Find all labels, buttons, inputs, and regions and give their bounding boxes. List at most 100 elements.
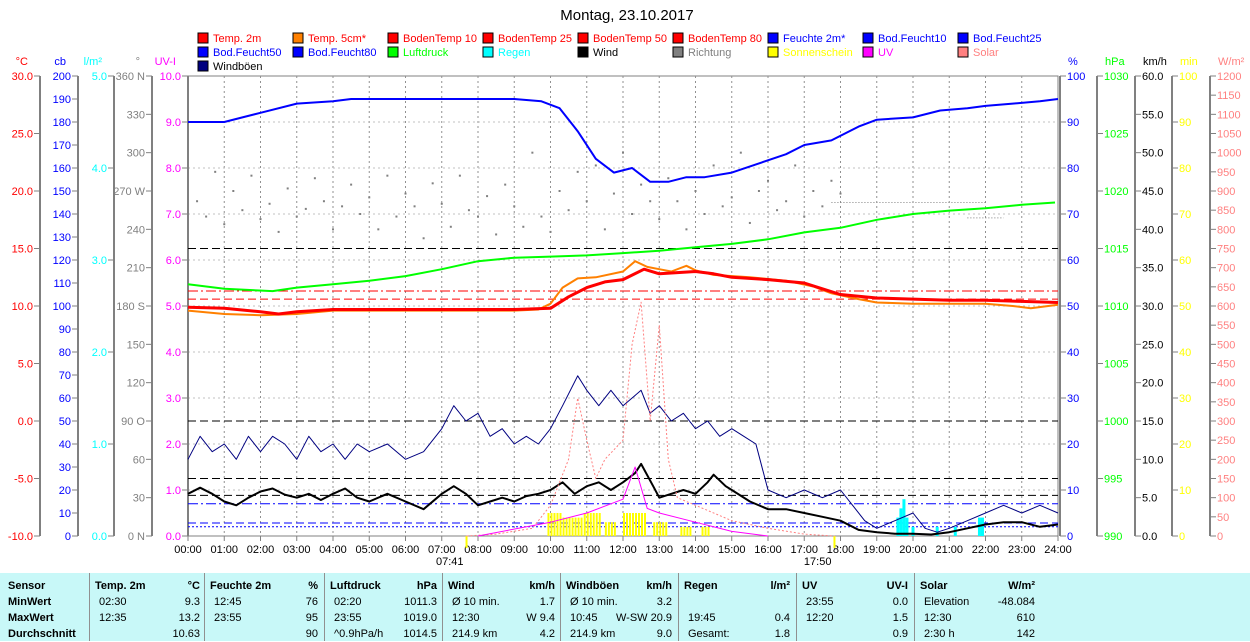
direction-point [812,190,815,192]
axis-tick-label: 9.0 [166,117,181,129]
cell-value: 3.2 [656,596,672,608]
sunshine-bar [592,513,595,536]
series-temp-2m [187,267,1059,316]
axis-tick-label: 60 [1179,255,1191,267]
direction-point [839,192,842,195]
axis-tick-label: 4.0 [166,347,181,359]
rain-bar [911,526,915,536]
cell-time: 10:45 [570,612,598,624]
direction-point [413,205,416,208]
direction-point [277,230,280,233]
axis-tick-label: 900 [1217,186,1235,198]
column-unit: l/m² [770,580,790,592]
x-tick-label: 14:00 [682,544,710,556]
direction-point [594,164,597,167]
axis-tick-label: 1150 [1217,90,1241,102]
sunshine-bar [635,513,637,536]
axis-tick-label: 0 [65,531,71,543]
axis-tick-label: 20 [59,485,71,497]
sunshine-bar [680,526,683,536]
axis-tick-label: 0 [1217,531,1223,543]
x-tick-label: 19:00 [863,544,891,556]
direction-point [549,230,552,233]
axis-unit-solar: W/m² [1218,56,1245,68]
axis-tick-label: 450 [1217,359,1235,371]
cell-time: 12:30 [452,612,480,624]
cell-value: W-SW 20.9 [615,612,672,624]
axis-tick-label: 330 [127,109,145,121]
axis-tick-label: 15.0 [12,244,33,256]
column-header: Wind [448,580,475,592]
column-header: Sensor [8,580,46,592]
direction-point [304,207,307,210]
axis-tick-label: 1020 [1104,186,1128,198]
axis-tick-label: 360 N [116,71,145,83]
axis-tick-label: 1015 [1104,244,1128,256]
legend-swatch [577,32,589,44]
axis-tick-label: 100 [1067,71,1085,83]
x-tick-label: 18:00 [827,544,855,556]
axis-unit-temp: °C [16,56,28,68]
x-tick-label: 02:00 [247,544,275,556]
sunshine-bar [662,522,665,536]
direction-point [268,202,271,205]
sunshine-bar [586,513,589,536]
rain-bar [902,499,906,536]
legend-label: Bod.Feucht50 [213,47,282,59]
legend-swatch [862,32,874,44]
weather-chart: Montag, 23.10.2017 Temp. 2m Temp. 5cm* Bode… [8,7,1245,568]
direction-point [322,200,325,203]
axis-tick-label: 160 [53,163,71,175]
axis-tick-label: 0 [1179,531,1185,543]
axis-tick-label: 110 [53,278,71,290]
axis-tick-label: 30 [1067,393,1079,405]
axis-tick-label: 600 [1217,301,1235,313]
axis-tick-label: 750 [1217,244,1235,256]
sun-marker-label: 17:50 [804,556,832,568]
axis-tick-label: -5.0 [14,474,33,486]
legend-swatch [482,32,494,44]
cell-value: 1.7 [539,596,555,608]
legend-swatch [767,32,779,44]
sunshine-bar [583,513,586,536]
direction-point [449,225,452,228]
direction-point [685,228,688,231]
cell-value: 1019.0 [403,612,437,624]
cell-value: 142 [1016,628,1035,640]
axis-tick-label: 3.0 [92,255,107,267]
cell-value: W 9.4 [526,612,555,624]
direction-point [712,164,715,167]
direction-point [830,179,833,182]
direction-point [730,196,733,199]
axis-tick-label: 80 [1179,163,1191,175]
axis-tick-label: 0.0 [92,531,107,543]
axis-tick-label: 40.0 [1142,224,1163,236]
axis-tick-label: 10 [1067,485,1079,497]
cell-value: 10.63 [172,628,200,640]
column-separator [796,573,797,641]
direction-point [440,202,443,205]
direction-point [694,190,697,192]
legend-label: Richtung [688,47,731,59]
cell-value: 95 [305,612,318,624]
axis-tick-label: 3.0 [166,393,181,405]
direction-point [196,200,199,203]
axis-unit-dir: ° [136,56,140,68]
rain-bar [977,517,981,536]
series-feuchte-2m- [188,98,1059,183]
sunshine-bar [595,513,598,536]
direction-point [640,183,643,186]
direction-point [458,174,461,177]
cell-time: 02:30 [99,596,127,608]
axis-tick-label: 60 [133,454,145,466]
cell-value: -48.084 [997,596,1035,608]
cell-time: 23:55 [214,612,242,624]
cell-value: 1014.5 [403,628,437,640]
legend-swatch [862,46,874,58]
legend-swatch [482,46,494,58]
axis-tick-label: 800 [1217,224,1235,236]
axis-tick-label: 5.0 [166,301,181,313]
sunshine-bar [689,526,692,536]
column-unit: UV-I [886,580,908,592]
axis-tick-label: 1000 [1217,148,1241,160]
